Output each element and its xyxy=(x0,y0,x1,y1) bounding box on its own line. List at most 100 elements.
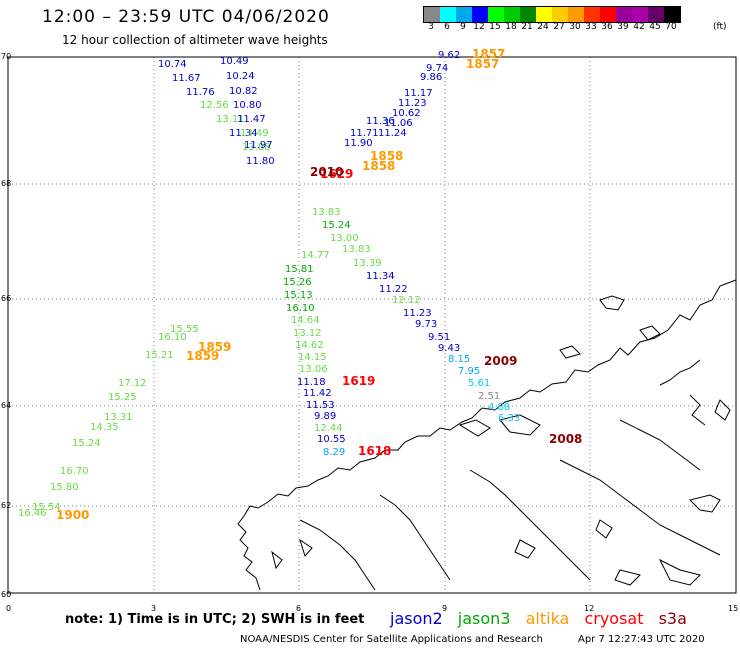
wave-height-label: 14.77 xyxy=(301,250,330,261)
wave-height-label: 15.26 xyxy=(283,277,312,288)
color-swatch xyxy=(600,7,616,22)
footer-note: note: 1) Time is in UTC; 2) SWH is in fe… xyxy=(65,612,365,627)
color-swatch xyxy=(440,7,456,22)
lon-tick-15: 15 xyxy=(728,604,739,613)
wave-height-label: 13.49 xyxy=(240,128,269,139)
wave-height-label: 15.55 xyxy=(170,324,199,335)
time-label: 2010 xyxy=(310,165,343,179)
wave-height-label: 9.51 xyxy=(428,332,450,343)
time-label: 1859 xyxy=(198,340,231,354)
lon-tick-0: 0 xyxy=(6,604,12,613)
lat-tick-60: 60 xyxy=(1,590,12,599)
wave-height-label: 15.24 xyxy=(72,438,101,449)
color-scale-labels: 3 6 9 12 15 18 21 24 27 30 33 36 39 42 45 70 xyxy=(423,22,679,32)
time-label: 2009 xyxy=(484,354,517,368)
wave-height-label: 13.83 xyxy=(342,244,371,255)
map-frame xyxy=(7,56,737,594)
legend-jason3: jason3 xyxy=(457,609,511,628)
wave-height-label: 12.56 xyxy=(200,100,229,111)
color-swatch-label: 33 xyxy=(585,22,597,32)
time-label: 1629 xyxy=(320,167,353,181)
wave-height-label: 15.21 xyxy=(145,350,174,361)
legend-s3a: s3a xyxy=(658,609,687,628)
wave-height-label: 11.34 xyxy=(366,271,395,282)
wave-height-label: 13.39 xyxy=(353,258,382,269)
wave-height-label: 8.29 xyxy=(323,447,345,458)
color-swatch xyxy=(632,7,648,22)
wave-height-label: 11.24 xyxy=(378,128,407,139)
wave-height-label: 13.12 xyxy=(293,328,322,339)
wave-height-label: 8.15 xyxy=(448,354,470,365)
wave-height-label: 6.33 xyxy=(498,413,520,424)
wave-height-label: 13.11 xyxy=(216,114,245,125)
wave-height-label: 11.80 xyxy=(246,156,275,167)
color-swatch xyxy=(504,7,520,22)
legend-jason2: jason2 xyxy=(390,609,443,628)
lon-tick-9: 9 xyxy=(442,604,448,613)
color-swatch-label: 30 xyxy=(569,22,581,32)
color-swatch xyxy=(520,7,536,22)
lat-tick-68: 68 xyxy=(1,179,12,188)
color-swatch-label: 24 xyxy=(537,22,549,32)
time-label: 1900 xyxy=(56,508,89,522)
wave-height-label: 14.62 xyxy=(295,340,324,351)
color-swatch-label: 42 xyxy=(633,22,645,32)
wave-height-label: 10.55 xyxy=(317,434,346,445)
wave-height-label: 14.35 xyxy=(90,422,119,433)
color-swatch-label: 70 xyxy=(665,22,677,32)
wave-height-label: 12.12 xyxy=(392,295,421,306)
wave-height-label: 9.74 xyxy=(426,63,448,74)
color-swatch-label: 6 xyxy=(444,22,450,32)
legend-cryosat: cryosat xyxy=(584,609,644,628)
color-swatch-label: 18 xyxy=(505,22,517,32)
lat-tick-66: 66 xyxy=(1,294,12,303)
wave-height-label: 11.23 xyxy=(403,308,432,319)
wave-height-label: 10.62 xyxy=(392,108,421,119)
coastline xyxy=(237,279,737,591)
wave-height-label: 9.89 xyxy=(314,411,336,422)
wave-height-label: 15.25 xyxy=(108,392,137,403)
wave-height-label: 16.46 xyxy=(18,508,47,519)
wave-height-label: 15.24 xyxy=(322,220,351,231)
wave-height-label: 10.24 xyxy=(226,71,255,82)
wave-height-label: 13.31 xyxy=(104,412,133,423)
color-scale-unit: (ft) xyxy=(713,22,727,32)
wave-height-label: 13.88 xyxy=(242,142,271,153)
wave-height-label: 15.54 xyxy=(32,502,61,513)
color-swatch xyxy=(664,7,680,22)
wave-height-label: 17.12 xyxy=(118,378,147,389)
time-label: 1858 xyxy=(362,159,395,173)
wave-height-label: 11.47 xyxy=(237,114,266,125)
wave-height-label: 14.64 xyxy=(291,315,320,326)
wave-height-label: 9.86 xyxy=(420,72,442,83)
wave-height-label: 14.15 xyxy=(298,352,327,363)
credit-line: NOAA/NESDIS Center for Satellite Applica… xyxy=(240,634,543,645)
wave-height-label: 11.34 xyxy=(229,128,258,139)
lat-tick-64: 64 xyxy=(1,401,12,410)
wave-height-label: 11.23 xyxy=(398,98,427,109)
lat-tick-70: 70 xyxy=(1,52,12,61)
wave-height-label: 16.10 xyxy=(158,332,187,343)
wave-height-label: 16.70 xyxy=(60,466,89,477)
color-swatch-label: 12 xyxy=(473,22,485,32)
color-swatch-label: 36 xyxy=(601,22,613,32)
color-swatch xyxy=(472,7,488,22)
color-swatch xyxy=(488,7,504,22)
color-swatch-label: 9 xyxy=(460,22,466,32)
wave-height-label: 11.18 xyxy=(297,377,326,388)
color-swatch xyxy=(616,7,632,22)
wave-height-label: 13.06 xyxy=(299,364,328,375)
lat-tick-62: 62 xyxy=(1,501,12,510)
wave-height-label: 9.73 xyxy=(415,319,437,330)
color-swatch-label: 39 xyxy=(617,22,629,32)
wave-height-label: 11.53 xyxy=(306,400,335,411)
color-swatch xyxy=(552,7,568,22)
wave-height-label: 11.90 xyxy=(344,138,373,149)
color-swatch-label: 3 xyxy=(428,22,434,32)
color-swatch xyxy=(424,7,440,22)
wave-height-label: 10.82 xyxy=(229,86,258,97)
wave-height-label: 11.76 xyxy=(186,87,215,98)
wave-height-label: 9.62 xyxy=(438,50,460,61)
